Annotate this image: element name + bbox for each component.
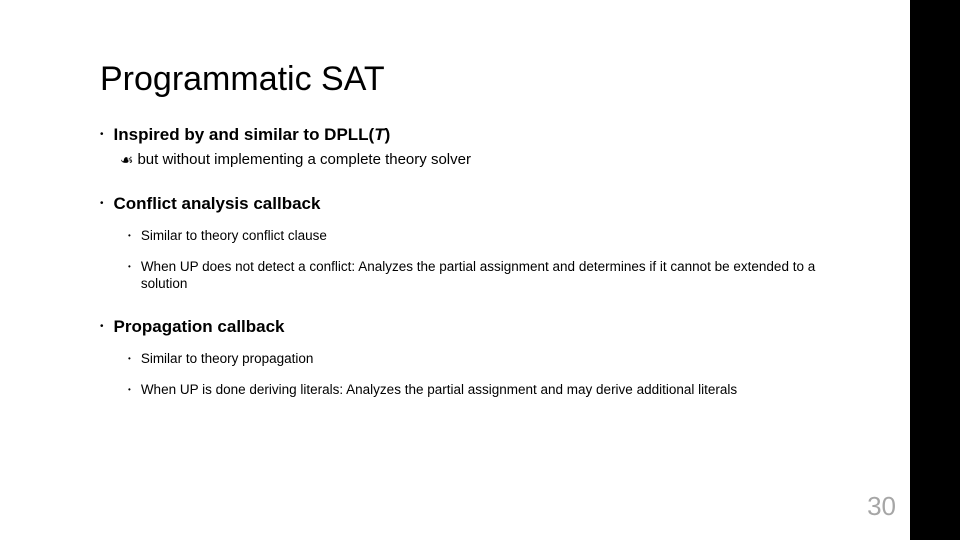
bullet-1-suffix: ) (385, 125, 391, 144)
bullet-1-text: Inspired by and similar to DPLL(T) (114, 125, 391, 145)
right-sidebar (910, 0, 960, 540)
bullet-marker: • (100, 125, 104, 145)
sub-bullet-marker: • (128, 228, 131, 244)
sub-bullet-3-1: • Similar to theory propagation (128, 351, 870, 368)
sub-bullet-2-2: • When UP does not detect a conflict: An… (128, 259, 870, 293)
bullet-1-prefix: Inspired by and similar to DPLL( (114, 125, 375, 144)
sub-bullet-list-3: • Similar to theory propagation • When U… (128, 351, 870, 399)
sub-bullet-marker: • (128, 351, 131, 367)
slide-content: Programmatic SAT • Inspired by and simil… (0, 0, 910, 540)
sub-bullet-2-1: • Similar to theory conflict clause (128, 228, 870, 245)
bullet-2-text: Conflict analysis callback (114, 194, 321, 214)
slide-title: Programmatic SAT (100, 60, 870, 99)
squiggle-icon: ☙ (120, 151, 133, 170)
sub-bullet-3-1-text: Similar to theory propagation (141, 351, 314, 368)
bullet-marker: • (100, 194, 104, 214)
bullet-list: • Inspired by and similar to DPLL(T) ☙ b… (100, 125, 870, 398)
bullet-item-2: • Conflict analysis callback • Similar t… (100, 194, 870, 293)
bullet-marker: • (100, 317, 104, 337)
bullet-1-subnote: ☙ but without implementing a complete th… (120, 151, 870, 170)
sub-bullet-2-1-text: Similar to theory conflict clause (141, 228, 327, 245)
bullet-1-italic-T: T (374, 125, 384, 144)
bullet-3-text: Propagation callback (114, 317, 285, 337)
sub-bullet-3-2: • When UP is done deriving literals: Ana… (128, 382, 870, 399)
bullet-item-1: • Inspired by and similar to DPLL(T) ☙ b… (100, 125, 870, 170)
sub-bullet-marker: • (128, 259, 131, 275)
sub-bullet-list-2: • Similar to theory conflict clause • Wh… (128, 228, 870, 293)
bullet-1-subnote-text: but without implementing a complete theo… (137, 151, 471, 168)
sub-bullet-3-2-text: When UP is done deriving literals: Analy… (141, 382, 737, 399)
sub-bullet-2-2-text: When UP does not detect a conflict: Anal… (141, 259, 861, 293)
sub-bullet-marker: • (128, 382, 131, 398)
page-number: 30 (867, 491, 896, 522)
bullet-item-3: • Propagation callback • Similar to theo… (100, 317, 870, 399)
